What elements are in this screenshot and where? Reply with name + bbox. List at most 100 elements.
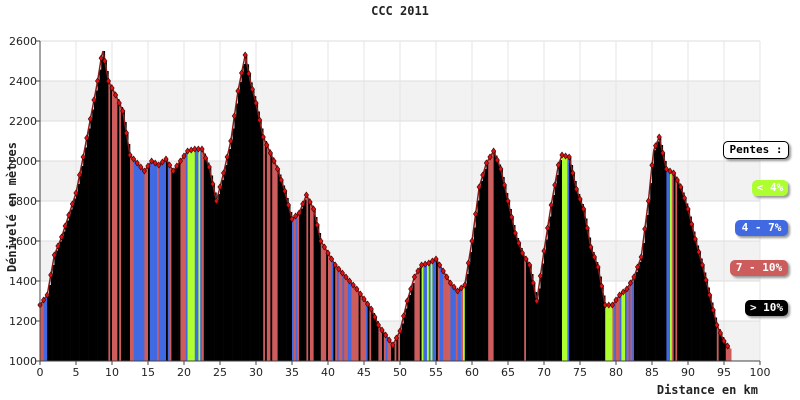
- profile-marker: [321, 243, 327, 251]
- slope-bar: [308, 198, 311, 361]
- slope-bar: [448, 280, 451, 361]
- slope-bar: [560, 160, 563, 361]
- slope-bar: [320, 241, 323, 361]
- slope-bar: [176, 166, 179, 361]
- slope-bar: [49, 285, 52, 361]
- slope-bar: [635, 272, 638, 361]
- profile-marker: [289, 215, 295, 223]
- slope-bar: [680, 187, 683, 361]
- slope-bar: [311, 205, 314, 361]
- slope-bar: [304, 199, 307, 361]
- slope-bar: [205, 158, 208, 361]
- slope-bar: [139, 165, 142, 361]
- slope-bar: [239, 82, 242, 361]
- slope-bar: [130, 155, 133, 361]
- slope-bar: [167, 162, 170, 361]
- slope-bar: [724, 341, 727, 361]
- slope-bar: [382, 330, 385, 361]
- slope-bar: [432, 261, 435, 361]
- slope-bar: [297, 214, 300, 361]
- slope-bar: [598, 267, 601, 361]
- slope-bar: [661, 145, 664, 361]
- profile-marker: [257, 116, 263, 124]
- slope-bar: [574, 181, 577, 361]
- profile-marker: [368, 305, 374, 313]
- slope-bar: [481, 181, 484, 361]
- slope-bar: [158, 165, 161, 361]
- slope-bar: [371, 309, 374, 361]
- profile-marker: [87, 115, 93, 123]
- slope-bar: [216, 201, 219, 361]
- profile-marker: [541, 247, 547, 255]
- slope-bar: [718, 329, 721, 361]
- slope-bar: [659, 137, 662, 361]
- profile-marker: [116, 99, 122, 107]
- slope-bar: [265, 141, 268, 361]
- profile-marker: [649, 161, 655, 169]
- slope-bar: [65, 226, 68, 361]
- slope-bar: [409, 295, 412, 361]
- slope-bar: [477, 200, 480, 361]
- profile-marker: [138, 163, 144, 171]
- slope-bar: [214, 192, 217, 361]
- slope-bar: [563, 155, 566, 361]
- slope-bar: [162, 162, 165, 361]
- slope-bar: [524, 256, 527, 361]
- slope-bar: [715, 317, 718, 361]
- profile-marker: [458, 284, 464, 292]
- slope-bar: [72, 204, 75, 361]
- slope-bar: [351, 283, 354, 361]
- slope-bar: [601, 286, 604, 361]
- slope-bar: [79, 175, 82, 361]
- profile-marker: [95, 77, 101, 85]
- slope-bar: [407, 301, 410, 361]
- profile-marker: [552, 181, 558, 189]
- slope-bar: [94, 100, 97, 361]
- slope-bar: [324, 247, 327, 361]
- slope-bar: [556, 175, 559, 361]
- y-tick-label: 2400: [9, 75, 37, 88]
- slope-bar: [677, 180, 680, 361]
- axes: 0 5 10 15 20 25 30 35 40 45 50 55 60 65 70 75 80 85 90 95 10…: [9, 35, 771, 379]
- slope-bar: [230, 141, 233, 361]
- profile-marker: [426, 259, 432, 267]
- profile-marker: [678, 183, 684, 191]
- slope-bar: [178, 163, 181, 361]
- profile-marker: [573, 185, 579, 193]
- slope-bar: [693, 231, 696, 361]
- slope-bar: [119, 103, 122, 361]
- slope-bar: [85, 147, 88, 361]
- profile-marker: [383, 331, 389, 339]
- slope-bar: [247, 64, 250, 362]
- profile-marker: [494, 156, 500, 164]
- slope-bar: [140, 167, 143, 361]
- profile-marker: [591, 253, 597, 261]
- slope-bar: [592, 252, 595, 361]
- slope-bar: [670, 171, 673, 361]
- slope-bar: [437, 262, 440, 361]
- profile-marker: [606, 301, 612, 309]
- slope-bar: [625, 290, 628, 361]
- slope-bar: [362, 296, 365, 361]
- profile-marker: [282, 187, 288, 195]
- slope-bar: [333, 262, 336, 361]
- slope-bar: [655, 145, 658, 361]
- slope-bar: [436, 259, 439, 361]
- profile-marker: [365, 300, 371, 308]
- profile-marker: [671, 169, 677, 177]
- slope-bar: [92, 109, 95, 361]
- slope-bar: [144, 171, 147, 361]
- profile-marker: [519, 249, 525, 257]
- profile-marker: [120, 107, 126, 115]
- profile-marker: [134, 159, 140, 167]
- slope-bar: [45, 297, 48, 361]
- slope-bar: [590, 247, 593, 361]
- profile-marker: [714, 321, 720, 329]
- slope-bar: [52, 265, 55, 361]
- profile-marker: [408, 285, 414, 293]
- slope-bar: [41, 302, 44, 361]
- slope-bar: [81, 166, 84, 361]
- slope-bar: [569, 157, 572, 361]
- profile-marker: [386, 336, 392, 344]
- slope-bar: [506, 193, 509, 361]
